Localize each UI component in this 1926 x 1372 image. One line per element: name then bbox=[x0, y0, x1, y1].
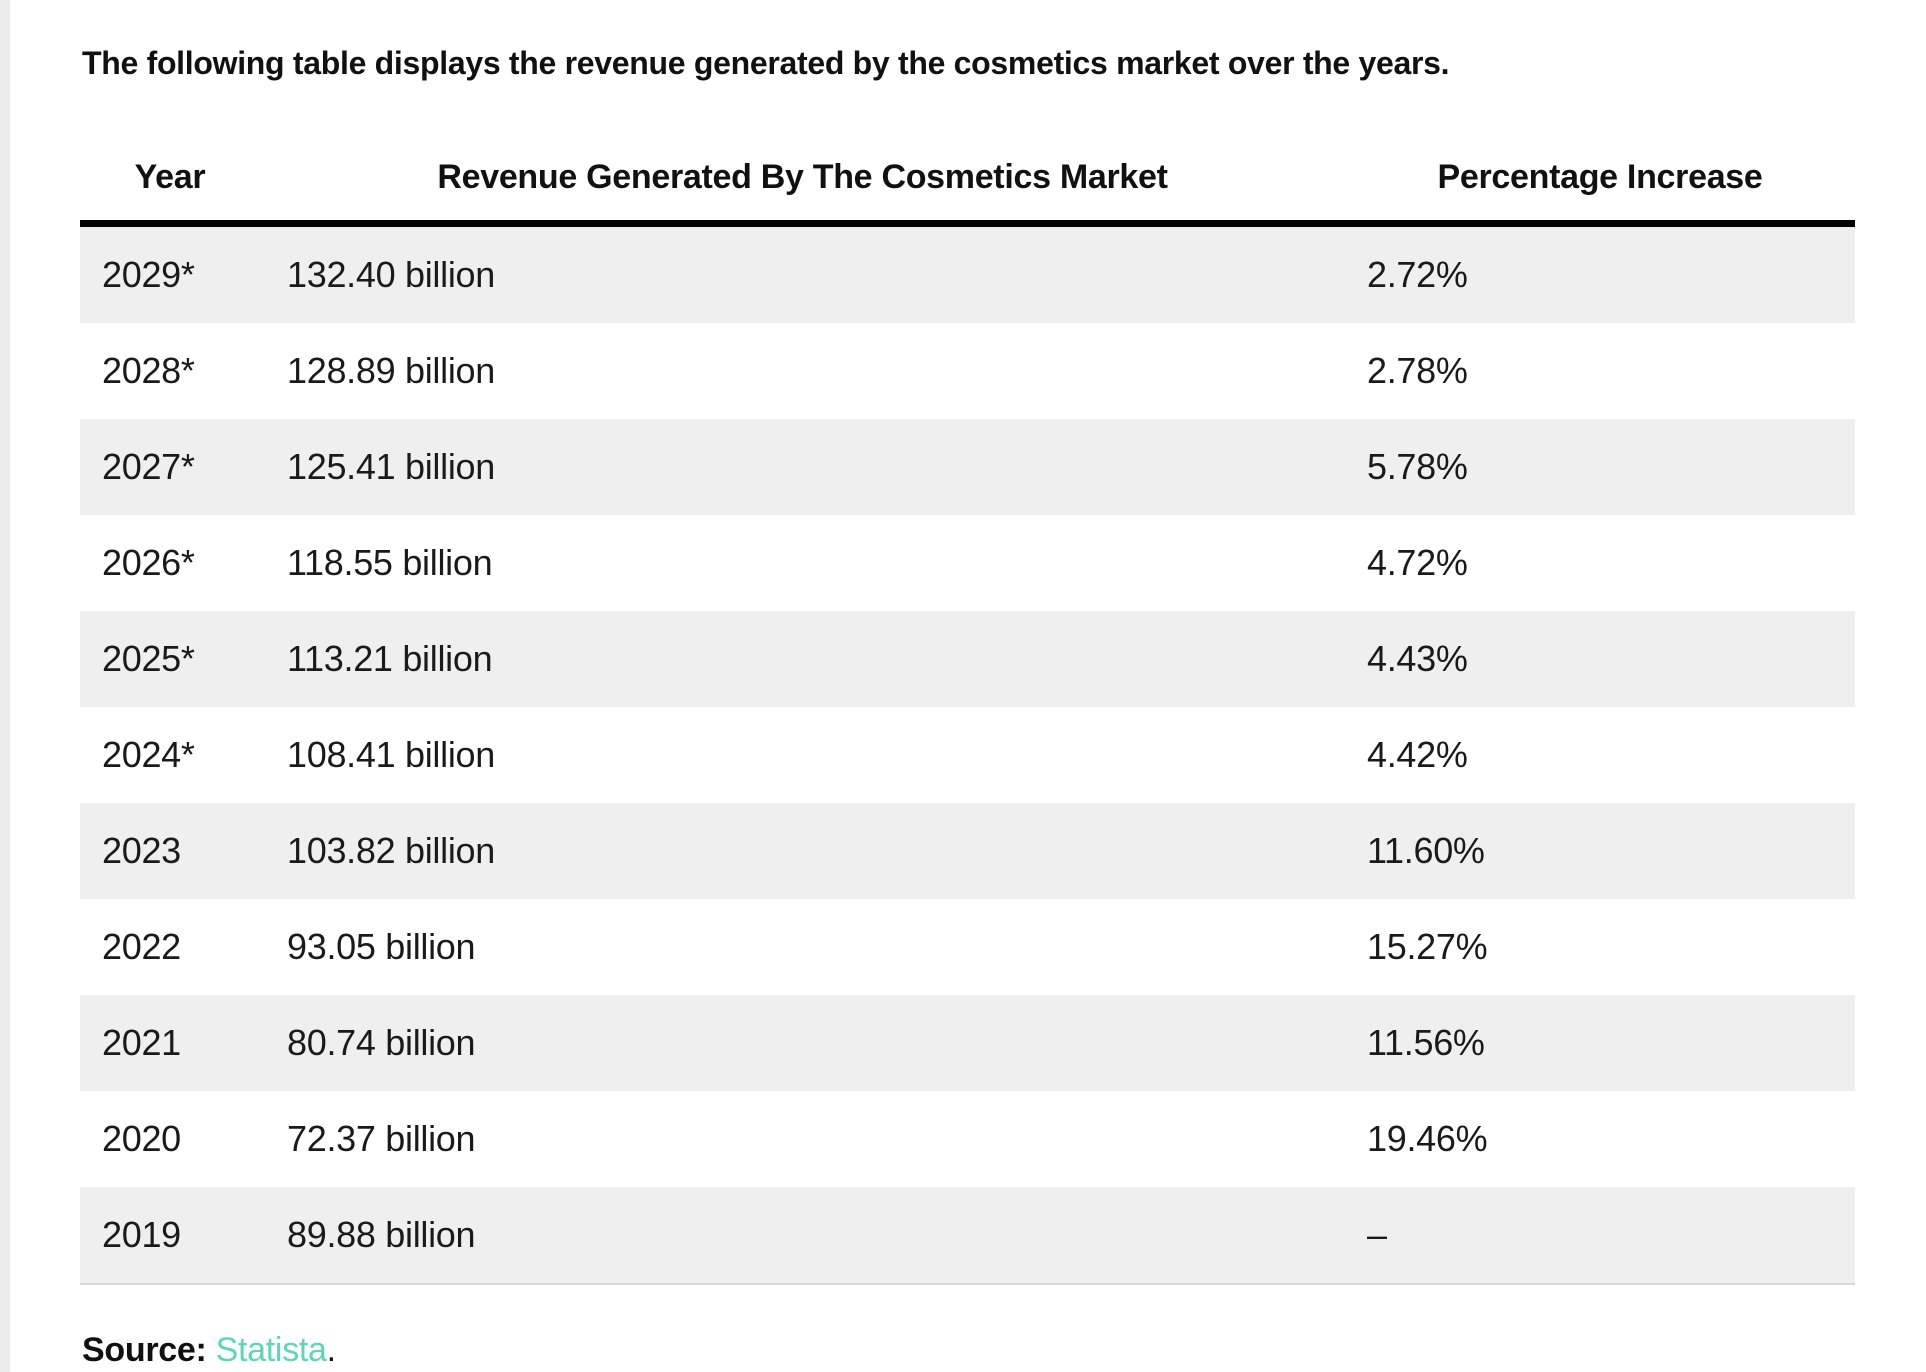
percentage-cell: 11.56% bbox=[1367, 1022, 1485, 1063]
year-column-header: Year bbox=[80, 134, 260, 227]
year-cell: 2028* bbox=[102, 350, 195, 391]
year-cell: 2019 bbox=[80, 1187, 260, 1285]
revenue-cell: 89.88 billion bbox=[260, 1187, 1345, 1285]
table-row: 2019 89.88 billion – bbox=[80, 1187, 1855, 1285]
source-period: . bbox=[326, 1331, 336, 1369]
table-row: 2027* 125.41 billion 5.78% bbox=[80, 419, 1855, 515]
percentage-cell: 5.78% bbox=[1367, 446, 1468, 487]
table-header: Year Revenue Generated By The Cosmetics … bbox=[80, 134, 1855, 227]
table-row: 2023 103.82 billion 11.60% bbox=[80, 803, 1855, 899]
year-cell: 2022 bbox=[102, 926, 181, 967]
year-cell: 2029* bbox=[102, 254, 195, 295]
table-header-row: Year Revenue Generated By The Cosmetics … bbox=[80, 134, 1855, 227]
percentage-cell: 19.46% bbox=[1367, 1118, 1488, 1159]
source-line: Source: Statista. bbox=[82, 1331, 1866, 1370]
percentage-cell: 4.42% bbox=[1367, 734, 1468, 775]
year-cell: 2024* bbox=[102, 734, 195, 775]
revenue-cell: 103.82 billion bbox=[287, 830, 495, 871]
table-row: 2025* 113.21 billion 4.43% bbox=[80, 611, 1855, 707]
year-cell: 2026* bbox=[102, 542, 195, 583]
percentage-column-header: Percentage Increase bbox=[1345, 134, 1855, 227]
revenue-cell: 108.41 billion bbox=[287, 734, 495, 775]
year-cell: 2027* bbox=[102, 446, 195, 487]
percentage-cell: 11.60% bbox=[1367, 830, 1485, 871]
source-link-statista[interactable]: Statista bbox=[215, 1331, 327, 1369]
revenue-cell: 113.21 billion bbox=[287, 638, 493, 679]
intro-sentence: The following table displays the revenue… bbox=[82, 45, 1450, 81]
revenue-column-header: Revenue Generated By The Cosmetics Marke… bbox=[260, 134, 1345, 227]
revenue-cell: 132.40 billion bbox=[287, 254, 495, 295]
revenue-cell: 118.55 billion bbox=[287, 542, 493, 583]
table-row: 2021 80.74 billion 11.56% bbox=[80, 995, 1855, 1091]
revenue-cell: 80.74 billion bbox=[287, 1022, 476, 1063]
article-content: The following table displays the revenue… bbox=[0, 44, 1926, 1370]
table-row: 2028* 128.89 billion 2.78% bbox=[80, 323, 1855, 419]
revenue-cell: 125.41 billion bbox=[287, 446, 495, 487]
percentage-cell: 2.78% bbox=[1367, 350, 1468, 391]
source-label: Source: bbox=[82, 1331, 207, 1369]
percentage-cell: 2.72% bbox=[1367, 254, 1468, 295]
percentage-cell: 15.27% bbox=[1367, 926, 1488, 967]
year-cell: 2021 bbox=[102, 1022, 181, 1063]
table-row: 2022 93.05 billion 15.27% bbox=[80, 899, 1855, 995]
percentage-cell: 4.72% bbox=[1367, 542, 1468, 583]
year-cell: 2025* bbox=[102, 638, 195, 679]
revenue-cell: 93.05 billion bbox=[287, 926, 476, 967]
revenue-cell: 128.89 billion bbox=[287, 350, 495, 391]
revenue-cell: 72.37 billion bbox=[287, 1118, 476, 1159]
percentage-cell: 4.43% bbox=[1367, 638, 1468, 679]
page-left-gutter bbox=[0, 0, 10, 1372]
table-row: 2024* 108.41 billion 4.42% bbox=[80, 707, 1855, 803]
year-cell: 2023 bbox=[102, 830, 181, 871]
table-row: 2026* 118.55 billion 4.72% bbox=[80, 515, 1855, 611]
year-cell: 2020 bbox=[102, 1118, 181, 1159]
table-row: 2029* 132.40 billion 2.72% bbox=[80, 223, 1855, 323]
table-row: 2020 72.37 billion 19.46% bbox=[80, 1091, 1855, 1187]
percentage-cell: – bbox=[1345, 1187, 1855, 1285]
table-body: 2029* 132.40 billion 2.72% 2028* 128.89 bill… bbox=[80, 223, 1855, 1285]
revenue-table: Year Revenue Generated By The Cosmetics … bbox=[80, 134, 1855, 1285]
